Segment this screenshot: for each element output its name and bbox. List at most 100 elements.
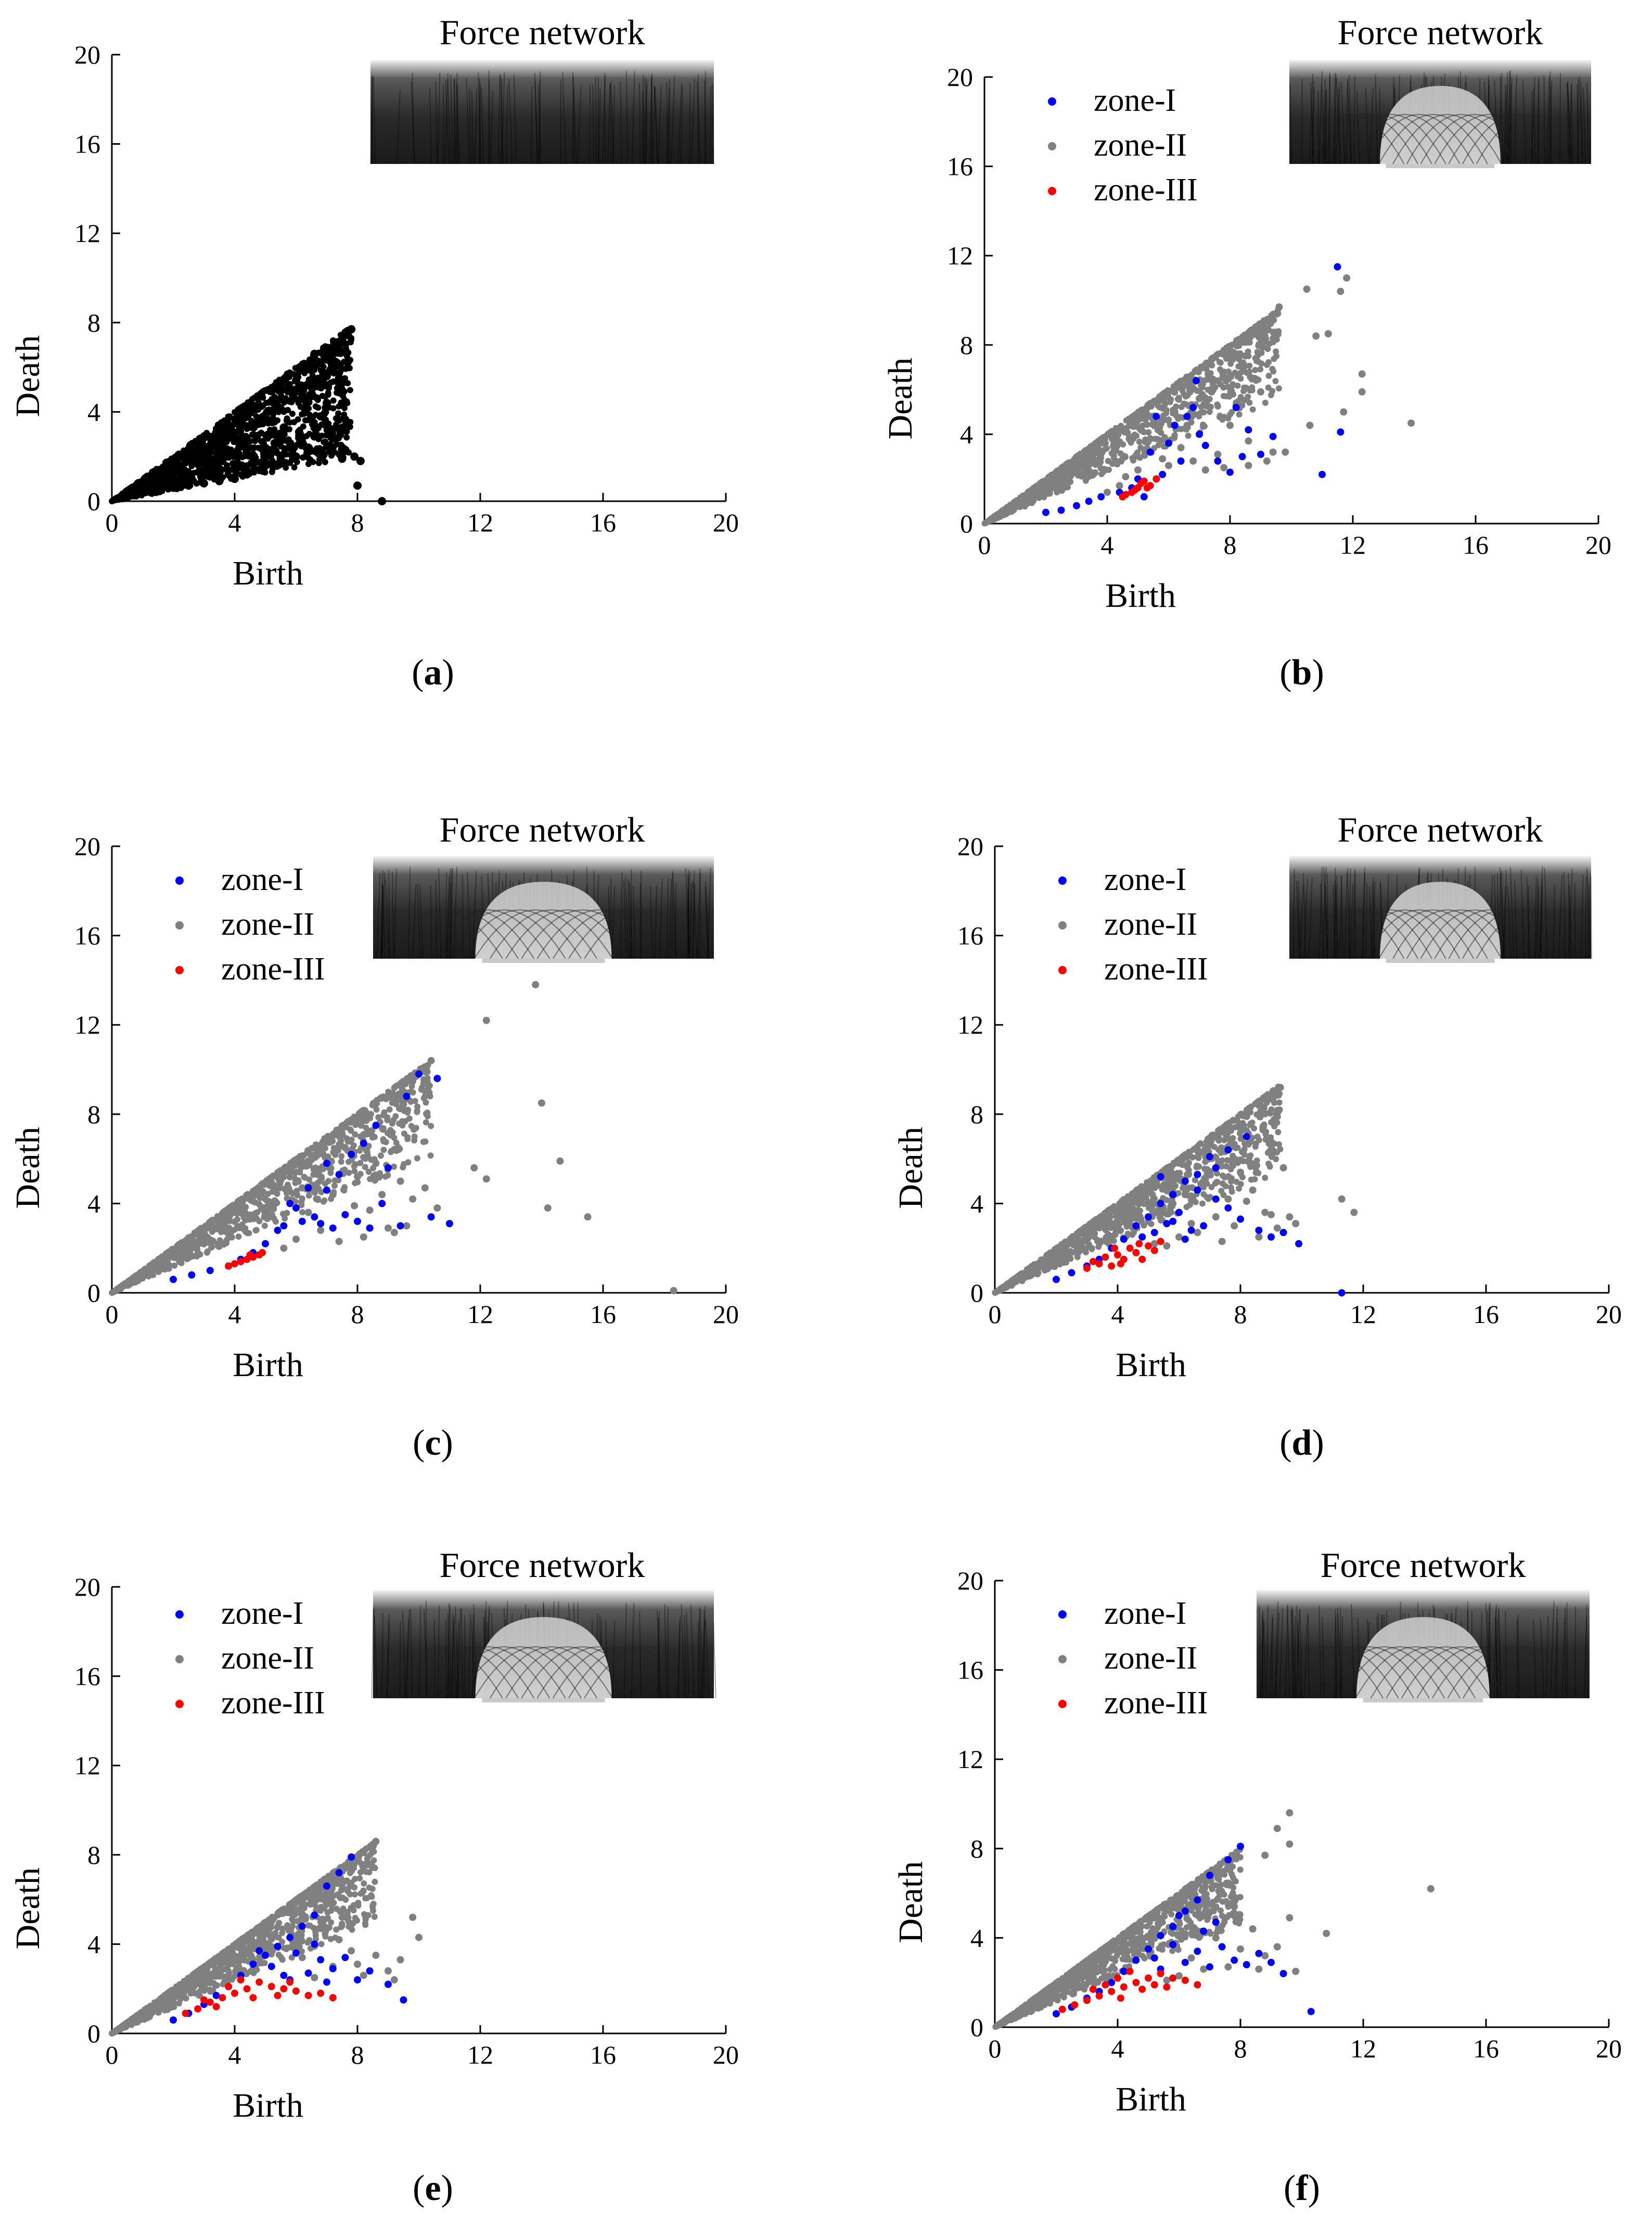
data-point-zone-II <box>240 1204 247 1211</box>
data-point-zone-II <box>994 513 1001 519</box>
data-point-all <box>187 475 196 484</box>
inset-title: Force network <box>440 810 645 849</box>
data-point-zone-II <box>414 1109 420 1115</box>
data-point-all <box>344 380 351 387</box>
data-point-zone-II <box>1211 354 1218 361</box>
panel-caption-letter: b <box>1292 653 1312 693</box>
data-point-all <box>236 439 245 448</box>
data-point-zone-II <box>1306 422 1314 429</box>
data-point-zone-II <box>1155 398 1162 405</box>
data-point-zone-II <box>1261 328 1268 335</box>
data-point-zone-II <box>1263 320 1270 326</box>
data-point-zone-II <box>232 1205 239 1212</box>
x-tick-label: 4 <box>1111 1300 1124 1329</box>
data-point-zone-II <box>354 1173 361 1180</box>
data-point-all <box>242 470 251 479</box>
data-point-zone-II <box>1232 1155 1239 1162</box>
data-point-zone-II <box>356 1147 363 1154</box>
data-point-zone-II <box>150 1267 157 1274</box>
data-point-all <box>279 377 286 384</box>
data-point-zone-II <box>1110 443 1117 450</box>
data-point-zone-II <box>1096 1240 1103 1247</box>
data-point-all <box>215 477 224 486</box>
y-tick-label: 16 <box>74 921 100 950</box>
data-point-zone-II <box>411 1137 418 1144</box>
data-point-zone-II <box>1081 1247 1088 1254</box>
data-point-zone-II <box>1208 388 1215 396</box>
data-point-all <box>252 460 259 466</box>
data-point-zone-II <box>1098 470 1105 477</box>
data-point-all <box>222 432 229 439</box>
data-point-zone-II <box>1071 456 1078 463</box>
data-point-all <box>147 484 153 491</box>
data-point-zone-II <box>1122 473 1130 480</box>
data-point-zone-II <box>1272 378 1279 385</box>
data-point-all <box>262 469 268 476</box>
data-point-all <box>219 451 226 457</box>
y-tick-label: 0 <box>87 487 100 516</box>
y-tick-label: 12 <box>74 219 100 248</box>
data-point-zone-II <box>1209 381 1216 388</box>
data-point-zone-II <box>1223 351 1230 358</box>
data-point-zone-II <box>391 1135 398 1141</box>
data-point-all <box>109 498 116 504</box>
data-point-zone-II <box>1149 1180 1156 1187</box>
data-point-all <box>258 416 267 425</box>
data-point-zone-II <box>165 1248 172 1255</box>
data-point-zone-II <box>388 1148 395 1154</box>
data-point-all <box>301 408 310 416</box>
data-point-zone-II <box>373 1100 380 1107</box>
data-point-all <box>316 412 325 421</box>
data-point-zone-II <box>396 1177 404 1185</box>
data-point-zone-II <box>1267 392 1274 399</box>
y-tick-label: 12 <box>957 1010 983 1039</box>
data-point-zone-II <box>280 1211 287 1217</box>
data-point-all <box>338 454 347 463</box>
data-point-zone-I <box>427 1213 435 1221</box>
data-point-all <box>338 338 344 345</box>
data-point-zone-II <box>206 1237 212 1243</box>
data-point-all <box>232 409 238 415</box>
data-point-zone-II <box>1225 415 1232 422</box>
data-point-zone-II <box>1251 324 1258 330</box>
data-point-all <box>155 488 162 495</box>
data-point-zone-II <box>1098 436 1105 443</box>
data-point-all <box>253 431 260 438</box>
data-point-zone-I <box>304 1184 312 1192</box>
data-point-all <box>241 464 248 471</box>
data-point-zone-II <box>1145 429 1152 436</box>
data-point-zone-II <box>331 1177 338 1184</box>
data-point-all <box>338 425 344 432</box>
data-point-zone-I <box>1257 451 1264 459</box>
data-point-zone-II <box>1176 1169 1183 1176</box>
data-point-zone-II <box>532 981 540 988</box>
data-point-zone-II <box>1225 343 1232 350</box>
data-point-zone-II <box>317 1226 325 1234</box>
data-point-zone-II <box>341 1187 348 1194</box>
data-point-all <box>335 410 342 417</box>
data-point-all <box>208 444 215 451</box>
data-point-zone-II <box>351 1163 357 1169</box>
data-point-zone-I <box>292 1204 300 1212</box>
data-point-zone-II <box>281 1164 288 1171</box>
data-point-all <box>261 448 270 456</box>
data-point-zone-II <box>1185 433 1192 439</box>
data-point-zone-II <box>1029 500 1035 506</box>
x-tick-label: 8 <box>1224 530 1237 559</box>
data-point-zone-II <box>348 1119 354 1126</box>
data-point-zone-II <box>321 1197 328 1204</box>
data-point-zone-II <box>256 1218 263 1225</box>
data-point-zone-II <box>428 1123 434 1129</box>
data-point-zone-II <box>1192 367 1198 374</box>
data-point-zone-II <box>195 1241 202 1248</box>
data-point-all <box>173 466 180 473</box>
data-point-all <box>228 447 235 453</box>
data-point-zone-II <box>405 1159 412 1166</box>
data-point-zone-II <box>136 1270 143 1277</box>
data-point-all <box>271 419 278 426</box>
data-point-zone-II <box>1135 1212 1142 1218</box>
data-point-zone-II <box>329 1191 337 1199</box>
inset-title: Force network <box>1338 810 1543 849</box>
data-point-zone-II <box>317 1174 324 1180</box>
